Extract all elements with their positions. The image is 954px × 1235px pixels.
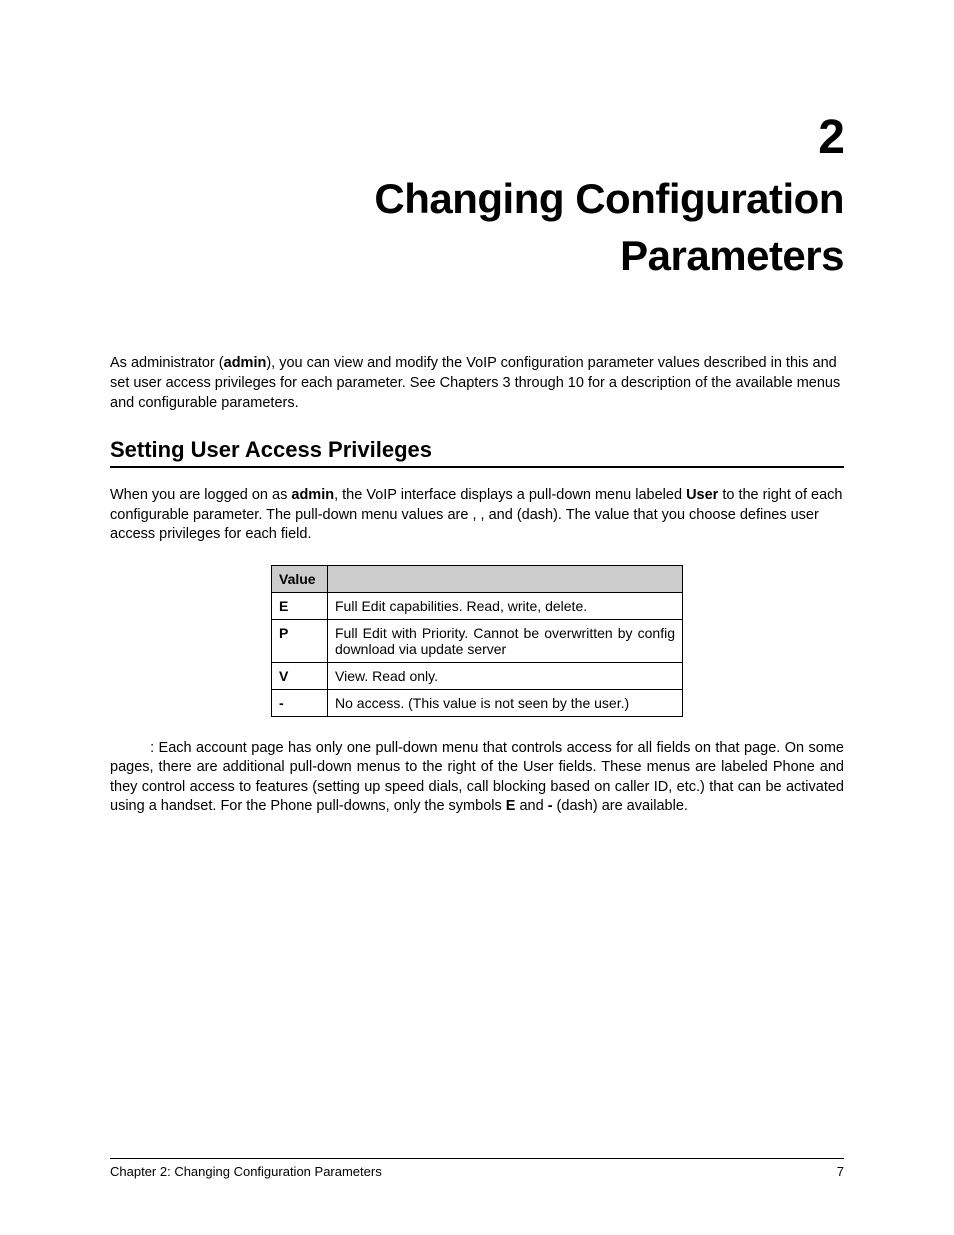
section-paragraph: When you are logged on as admin, the VoI…	[110, 486, 844, 545]
table-header-value: Value	[272, 565, 328, 592]
table-header-row: Value	[272, 565, 683, 592]
admin-bold-2: admin	[291, 487, 334, 503]
section-and: and	[489, 507, 517, 523]
table-cell-value: V	[272, 662, 328, 689]
table-cell-value: -	[272, 689, 328, 716]
section-comma2: ,	[481, 507, 489, 523]
footer-left: Chapter 2: Changing Configuration Parame…	[110, 1164, 382, 1179]
intro-paragraph: As administrator (admin), you can view a…	[110, 354, 844, 413]
table-header-desc	[328, 565, 683, 592]
section-comma1: ,	[472, 507, 480, 523]
note-e-bold: E	[506, 798, 516, 814]
table-cell-desc: Full Edit capabilities. Read, write, del…	[328, 592, 683, 619]
note-and: and	[515, 798, 547, 814]
section-text-a: When you are logged on as	[110, 487, 291, 503]
note-text-2: (dash) are available.	[553, 798, 688, 814]
table-cell-desc: View. Read only.	[328, 662, 683, 689]
note-text-1: : Each account page has only one pull-do…	[110, 740, 844, 815]
table-cell-value: P	[272, 619, 328, 662]
chapter-number: 2	[110, 110, 844, 165]
table-row: P Full Edit with Priority. Cannot be ove…	[272, 619, 683, 662]
intro-text-a: As administrator (	[110, 355, 224, 371]
table-row: E Full Edit capabilities. Read, write, d…	[272, 592, 683, 619]
table-cell-desc: Full Edit with Priority. Cannot be overw…	[328, 619, 683, 662]
note-paragraph: : Each account page has only one pull-do…	[110, 739, 844, 817]
chapter-title-line1: Changing Configuration	[374, 175, 844, 222]
privileges-table: Value E Full Edit capabilities. Read, wr…	[271, 565, 683, 717]
chapter-title: Changing Configuration Parameters	[110, 171, 844, 284]
table-row: - No access. (This value is not seen by …	[272, 689, 683, 716]
intro-text-b: ), you can view and modify the VoIP conf…	[266, 355, 812, 371]
page-footer: Chapter 2: Changing Configuration Parame…	[110, 1158, 844, 1179]
chapter-title-line2: Parameters	[620, 232, 844, 279]
table-cell-value: E	[272, 592, 328, 619]
privileges-table-wrap: Value E Full Edit capabilities. Read, wr…	[271, 565, 683, 717]
section-heading: Setting User Access Privileges	[110, 437, 844, 468]
admin-bold: admin	[224, 355, 267, 371]
section-text-b: , the VoIP interface displays a pull-dow…	[334, 487, 686, 503]
table-row: V View. Read only.	[272, 662, 683, 689]
footer-right: 7	[837, 1164, 844, 1179]
table-cell-desc: No access. (This value is not seen by th…	[328, 689, 683, 716]
user-bold: User	[686, 487, 718, 503]
